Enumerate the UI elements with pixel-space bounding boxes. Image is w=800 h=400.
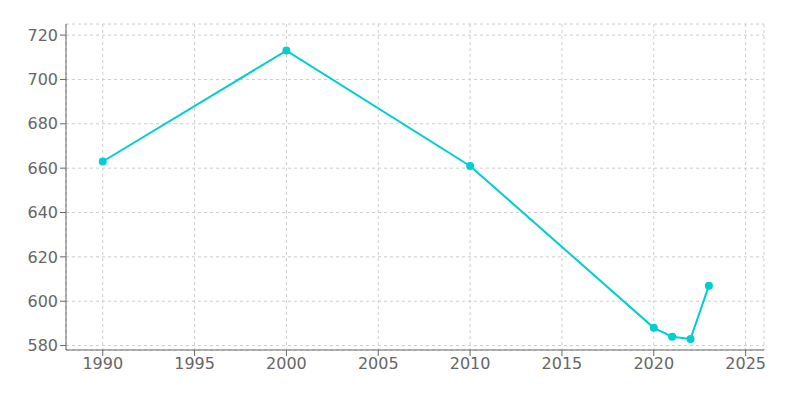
svg-text:1990: 1990 xyxy=(82,354,123,373)
svg-text:1995: 1995 xyxy=(174,354,215,373)
svg-text:640: 640 xyxy=(27,203,58,222)
svg-text:660: 660 xyxy=(27,159,58,178)
svg-text:2010: 2010 xyxy=(450,354,491,373)
svg-text:700: 700 xyxy=(27,70,58,89)
svg-text:680: 680 xyxy=(27,114,58,133)
svg-text:580: 580 xyxy=(27,336,58,355)
svg-text:2005: 2005 xyxy=(358,354,399,373)
svg-text:2015: 2015 xyxy=(542,354,583,373)
svg-text:2000: 2000 xyxy=(266,354,307,373)
svg-text:720: 720 xyxy=(27,26,58,45)
svg-text:600: 600 xyxy=(27,292,58,311)
svg-text:2020: 2020 xyxy=(633,354,674,373)
svg-text:620: 620 xyxy=(27,248,58,267)
svg-text:2025: 2025 xyxy=(725,354,766,373)
